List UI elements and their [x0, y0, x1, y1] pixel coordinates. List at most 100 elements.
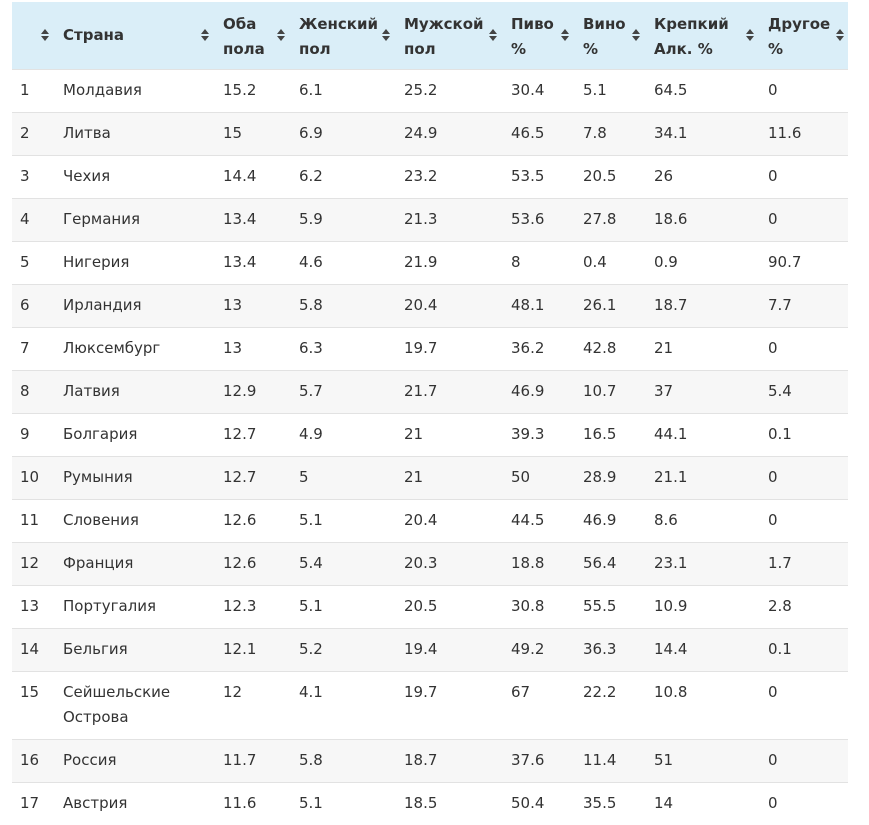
- cell-value: 16.5: [583, 424, 617, 443]
- spirits-cell: 14.4: [644, 627, 758, 671]
- both-sexes-cell: 12.3: [213, 584, 289, 628]
- rank-cell: 13: [12, 584, 53, 628]
- both-sexes-cell: 13.4: [213, 240, 289, 284]
- cell-value: 5: [299, 467, 309, 486]
- cell-value: Болгария: [63, 424, 138, 443]
- cell-value: 12.9: [223, 381, 257, 400]
- cell-value: 7: [20, 338, 30, 357]
- sort-arrows-icon[interactable]: [277, 29, 285, 42]
- wine-cell: 7.8: [573, 111, 644, 155]
- wine-cell: 26.1: [573, 283, 644, 327]
- both-sexes-cell: 12.6: [213, 498, 289, 542]
- cell-value: 39.3: [511, 424, 545, 443]
- beer-cell: 50.4: [501, 781, 573, 825]
- cell-value: 11.6: [223, 793, 257, 812]
- header-wine[interactable]: Вино %: [573, 2, 644, 69]
- table-row: 10 Румыния 12.7 5 21 50 28.9 21.1 0: [12, 455, 848, 499]
- cell-value: 20.5: [583, 166, 617, 185]
- cell-value: 37.6: [511, 750, 545, 769]
- other-cell: 0: [758, 781, 848, 825]
- table-row: 16 Россия 11.7 5.8 18.7 37.6 11.4 51 0: [12, 738, 848, 782]
- cell-value: 21.7: [404, 381, 438, 400]
- cell-value: 5.9: [299, 209, 323, 228]
- cell-value: 5.1: [299, 793, 323, 812]
- sort-arrows-icon[interactable]: [382, 29, 390, 42]
- female-cell: 5.8: [289, 283, 394, 327]
- male-cell: 21.7: [394, 369, 501, 413]
- female-cell: 5.4: [289, 541, 394, 585]
- cell-value: 46.9: [583, 510, 617, 529]
- header-label: Мужской пол: [404, 15, 484, 58]
- male-cell: 20.5: [394, 584, 501, 628]
- cell-value: Бельгия: [63, 639, 128, 658]
- rank-cell: 2: [12, 111, 53, 155]
- header-both-sexes[interactable]: Оба пола: [213, 2, 289, 69]
- beer-cell: 36.2: [501, 326, 573, 370]
- sort-arrows-icon[interactable]: [201, 29, 209, 42]
- both-sexes-cell: 13: [213, 283, 289, 327]
- cell-value: 27.8: [583, 209, 617, 228]
- header-beer[interactable]: Пиво %: [501, 2, 573, 69]
- spirits-cell: 10.8: [644, 670, 758, 739]
- header-spirits[interactable]: Крепкий Алк. %: [644, 2, 758, 69]
- cell-value: 11: [20, 510, 40, 529]
- cell-value: 50.4: [511, 793, 545, 812]
- beer-cell: 50: [501, 455, 573, 499]
- sort-arrows-icon[interactable]: [489, 29, 497, 42]
- header-country[interactable]: Страна: [53, 2, 213, 69]
- cell-value: 53.5: [511, 166, 545, 185]
- beer-cell: 44.5: [501, 498, 573, 542]
- cell-value: 5.1: [299, 510, 323, 529]
- other-cell: 90.7: [758, 240, 848, 284]
- sort-arrows-icon[interactable]: [746, 29, 754, 42]
- country-cell: Россия: [53, 738, 213, 782]
- country-cell: Ирландия: [53, 283, 213, 327]
- other-cell: 1.7: [758, 541, 848, 585]
- cell-value: 11.4: [583, 750, 617, 769]
- header-number[interactable]: [12, 2, 53, 69]
- cell-value: 0: [768, 793, 778, 812]
- male-cell: 18.7: [394, 738, 501, 782]
- cell-value: 12.7: [223, 424, 257, 443]
- cell-value: Чехия: [63, 166, 111, 185]
- cell-value: 21: [654, 338, 674, 357]
- cell-value: 0: [768, 338, 778, 357]
- beer-cell: 67: [501, 670, 573, 739]
- cell-value: 5.4: [768, 381, 792, 400]
- sort-arrows-icon[interactable]: [632, 29, 640, 42]
- male-cell: 21.9: [394, 240, 501, 284]
- country-cell: Молдавия: [53, 68, 213, 112]
- sort-arrows-icon[interactable]: [561, 29, 569, 42]
- country-cell: Люксембург: [53, 326, 213, 370]
- other-cell: 11.6: [758, 111, 848, 155]
- table-row: 8 Латвия 12.9 5.7 21.7 46.9 10.7 37 5.4: [12, 369, 848, 413]
- cell-value: 9: [20, 424, 30, 443]
- cell-value: 5.8: [299, 750, 323, 769]
- cell-value: 5.2: [299, 639, 323, 658]
- header-female[interactable]: Женский пол: [289, 2, 394, 69]
- wine-cell: 16.5: [573, 412, 644, 456]
- cell-value: 36.2: [511, 338, 545, 357]
- sort-arrows-icon[interactable]: [41, 29, 49, 42]
- header-other[interactable]: Другое %: [758, 2, 848, 69]
- cell-value: 13: [20, 596, 40, 615]
- wine-cell: 11.4: [573, 738, 644, 782]
- spirits-cell: 26: [644, 154, 758, 198]
- sort-arrows-icon[interactable]: [836, 29, 844, 42]
- cell-value: 36.3: [583, 639, 617, 658]
- cell-value: 0: [768, 467, 778, 486]
- cell-value: 0: [768, 510, 778, 529]
- cell-value: Румыния: [63, 467, 133, 486]
- beer-cell: 37.6: [501, 738, 573, 782]
- male-cell: 20.3: [394, 541, 501, 585]
- female-cell: 4.6: [289, 240, 394, 284]
- both-sexes-cell: 13: [213, 326, 289, 370]
- female-cell: 5.2: [289, 627, 394, 671]
- other-cell: 0.1: [758, 627, 848, 671]
- cell-value: 20.4: [404, 295, 438, 314]
- cell-value: 56.4: [583, 553, 617, 572]
- female-cell: 5.9: [289, 197, 394, 241]
- beer-cell: 8: [501, 240, 573, 284]
- wine-cell: 20.5: [573, 154, 644, 198]
- header-male[interactable]: Мужской пол: [394, 2, 501, 69]
